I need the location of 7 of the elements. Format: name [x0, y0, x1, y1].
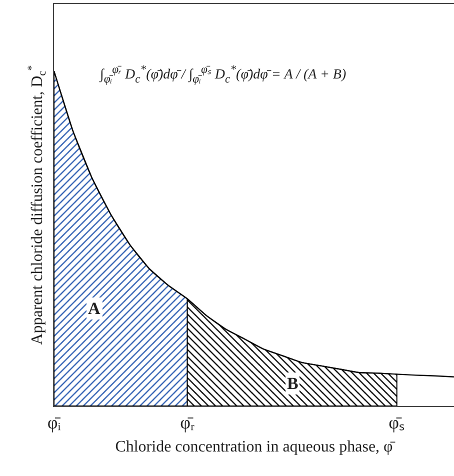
x-tick-label: φ̄ᵣ: [180, 412, 195, 433]
annotation: A: [88, 299, 101, 318]
x-tick-label: φ̄ₛ: [388, 412, 406, 433]
x-tick-label: φ̄ᵢ: [47, 412, 61, 433]
text: ∫$_{φ̄ᵢ}$$^{φ̄ᵣ}$ D$_{c}$$^{*}$(φ̄)dφ̄ / ∫$_{φ̄ᵢ}$$^{φ̄ₛ}$ D$_{c}$$^{*}$(φ̄)dφ̄ = A / (A + B): [100, 63, 346, 86]
x-axis-title: Chloride concentration in aqueous phase, φ̄: [115, 438, 396, 456]
annotation: B: [287, 374, 298, 393]
